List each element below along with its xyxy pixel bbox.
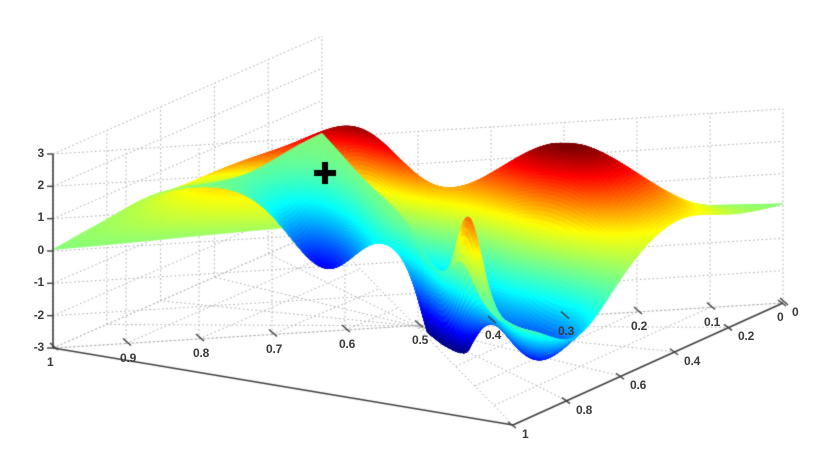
- surface-plot-canvas[interactable]: [0, 0, 820, 461]
- surface-plot-figure: 3 2 1 0 -1 -2 -3 1 0.9 0.8 0.7 0.6 0.5 0.4 0.3 0.2 0.1 0 1…: [0, 0, 820, 461]
